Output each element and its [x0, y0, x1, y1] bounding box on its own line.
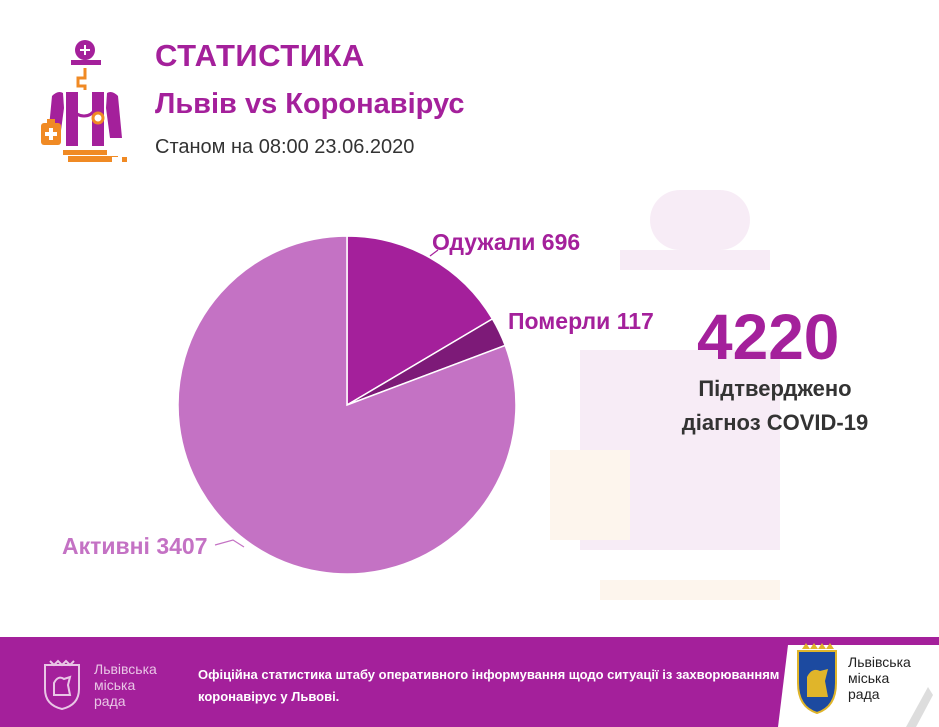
footer: Львівська міська рада Офіційна статистик… [0, 637, 939, 727]
footer-right-org-line2: міська [848, 670, 890, 686]
date-line: Станом на 08:00 23.06.2020 [155, 136, 415, 158]
recovered-leader-line [429, 249, 439, 257]
footer-right-org: Львівська міська рада [848, 654, 911, 702]
footer-badge [778, 643, 939, 727]
footer-right-org-line3: рада [848, 686, 880, 702]
city-coat-of-arms-icon [44, 659, 80, 711]
confirmed-label-line1: Підтверджено [698, 376, 852, 401]
pie-chart: Одужали 696 Померли 117 Активні 3407 [62, 229, 654, 575]
confirmed-label-line2: діагноз COVID-19 [681, 410, 869, 435]
footer-message: Офіційна статистика штабу оперативного і… [198, 664, 788, 708]
footer-message-line2: коронавірус у Львові. [198, 689, 340, 704]
slice-label-died: Померли 117 [508, 308, 654, 334]
doctor-watermark-icon [550, 190, 780, 600]
pie-slice-recovered [346, 235, 494, 407]
active-leader-line [214, 539, 245, 548]
doctor-icon [41, 40, 127, 162]
page-subtitle: Львів vs Коронавірус [155, 88, 465, 120]
confirmed-label: Підтверджено діагноз COVID-19 [660, 372, 890, 440]
footer-right-org-line1: Львівська [848, 654, 911, 670]
footer-left-org-line2: міська [94, 677, 136, 693]
footer-left-org-line3: рада [94, 693, 126, 709]
footer-left-org-line1: Львівська [94, 661, 157, 677]
slice-label-recovered: Одужали 696 [432, 229, 580, 255]
footer-message-line1: Офіційна статистика штабу оперативного і… [198, 667, 780, 682]
footer-left-org: Львівська міська рада [94, 661, 157, 709]
confirmed-total: 4220 [697, 301, 840, 373]
pie-slice-active [177, 235, 517, 575]
slice-label-active: Активні 3407 [62, 533, 208, 559]
page-title: СТАТИСТИКА [155, 38, 365, 73]
